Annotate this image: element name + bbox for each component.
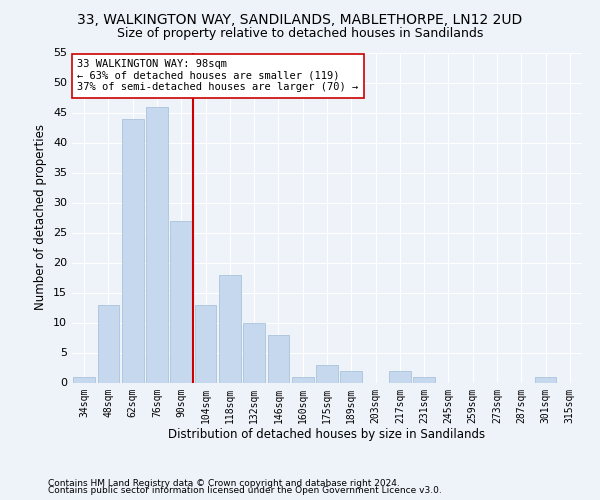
Text: Contains public sector information licensed under the Open Government Licence v3: Contains public sector information licen… — [48, 486, 442, 495]
Bar — [97, 304, 119, 382]
Bar — [292, 376, 314, 382]
Y-axis label: Number of detached properties: Number of detached properties — [34, 124, 47, 310]
Bar — [389, 370, 411, 382]
Bar — [413, 376, 435, 382]
Bar — [243, 322, 265, 382]
Bar — [73, 376, 95, 382]
Bar — [340, 370, 362, 382]
Bar — [194, 304, 217, 382]
Text: Contains HM Land Registry data © Crown copyright and database right 2024.: Contains HM Land Registry data © Crown c… — [48, 478, 400, 488]
X-axis label: Distribution of detached houses by size in Sandilands: Distribution of detached houses by size … — [169, 428, 485, 441]
Bar — [170, 220, 192, 382]
Bar — [535, 376, 556, 382]
Bar — [146, 106, 168, 382]
Text: 33, WALKINGTON WAY, SANDILANDS, MABLETHORPE, LN12 2UD: 33, WALKINGTON WAY, SANDILANDS, MABLETHO… — [77, 12, 523, 26]
Bar — [219, 274, 241, 382]
Bar — [316, 364, 338, 382]
Text: 33 WALKINGTON WAY: 98sqm
← 63% of detached houses are smaller (119)
37% of semi-: 33 WALKINGTON WAY: 98sqm ← 63% of detach… — [77, 59, 358, 92]
Bar — [122, 118, 143, 382]
Bar — [268, 334, 289, 382]
Text: Size of property relative to detached houses in Sandilands: Size of property relative to detached ho… — [117, 28, 483, 40]
